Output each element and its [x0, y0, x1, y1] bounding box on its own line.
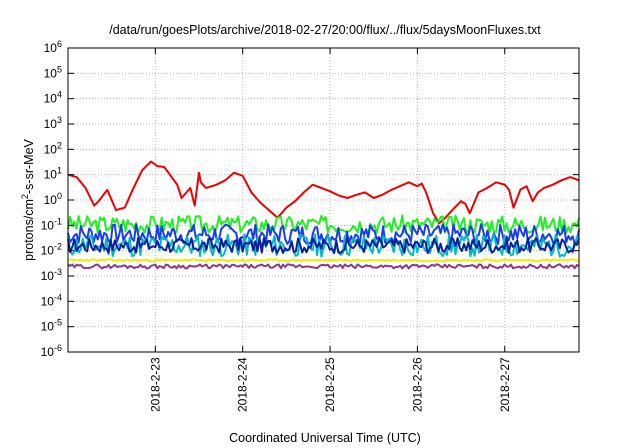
x-tick-label: 2018-2-25 [323, 357, 337, 412]
chart-title: /data/run/goesPlots/archive/2018-02-27/2… [109, 23, 541, 37]
y-tick-label: 10-1 [41, 216, 62, 232]
y-tick-label: 10-6 [41, 343, 62, 359]
grid-lines [68, 48, 579, 352]
axis-ticks: 10-6 10-5 10-4 10-3 10-2 10-1 100 101 102 103 104 1… [41, 39, 579, 412]
series-line-navy [67, 236, 580, 255]
y-tick-label: 10-3 [41, 267, 62, 283]
y-tick-label: 105 [44, 64, 62, 80]
y-tick-label: 103 [44, 115, 62, 131]
y-tick-label: 10-5 [41, 318, 62, 334]
y-axis-label: protons/cm2-s-sr-MeV [20, 138, 36, 260]
y-tick-label: 101 [44, 166, 62, 182]
x-tick-label: 2018-2-26 [410, 357, 424, 412]
y-tick-label: 106 [44, 39, 62, 55]
x-axis-label: Coordinated Universal Time (UTC) [229, 431, 421, 445]
series-line-purple [67, 263, 580, 270]
x-tick-label: 2018-2-23 [148, 357, 162, 412]
y-tick-label: 10-4 [41, 292, 62, 308]
series-line-cyan [67, 233, 580, 258]
data-series [67, 160, 580, 270]
y-tick-label: 10-2 [41, 242, 62, 258]
y-tick-label: 100 [44, 191, 62, 207]
y-tick-label: 104 [44, 90, 62, 106]
series-line-yellow [67, 258, 579, 263]
series-line-green [67, 214, 580, 235]
y-tick-label: 102 [44, 140, 62, 156]
x-tick-label: 2018-2-24 [236, 357, 250, 412]
x-tick-label: 2018-2-27 [498, 357, 512, 412]
series-line-red [67, 160, 580, 225]
